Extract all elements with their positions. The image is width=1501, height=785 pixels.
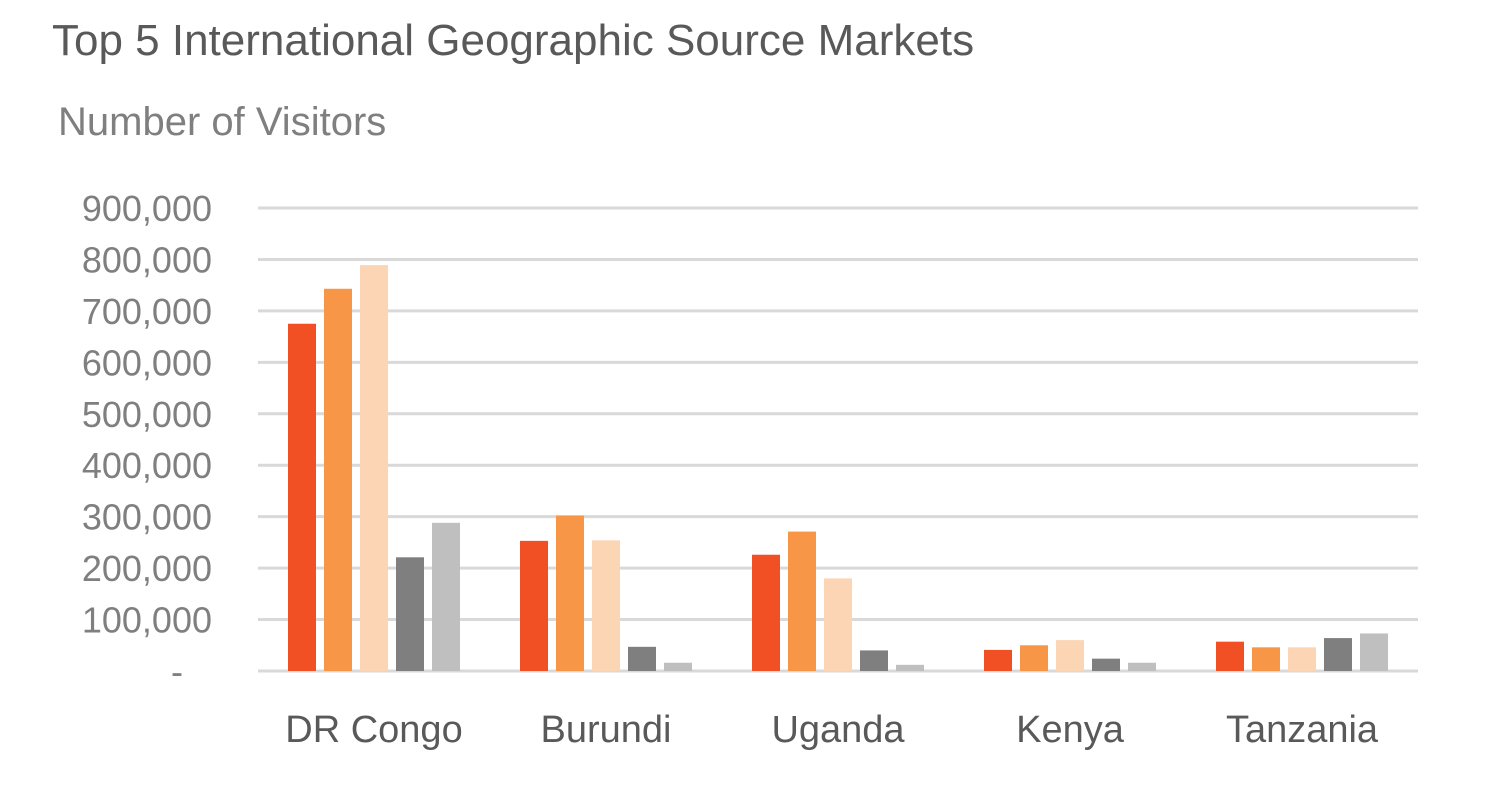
bar-tanzania-s4 — [1324, 638, 1352, 671]
bar-burundi-s4 — [628, 646, 656, 671]
bar-tanzania-s3 — [1288, 647, 1316, 671]
y-tick-label: 100,000 — [82, 600, 212, 641]
bar-kenya-s5 — [1128, 662, 1156, 671]
bar-dr-congo-s4 — [396, 557, 424, 671]
y-tick-label: 200,000 — [82, 548, 212, 589]
bar-burundi-s5 — [664, 662, 692, 671]
y-tick-label: 400,000 — [82, 445, 212, 486]
chart-title: Top 5 International Geographic Source Ma… — [52, 16, 975, 65]
bar-dr-congo-s5 — [432, 522, 460, 671]
bar-uganda-s1 — [752, 554, 780, 671]
y-axis: - 100,000 200,000 300,000 400,000 500,000 600,… — [82, 188, 212, 692]
y-tick-label: 800,000 — [82, 239, 212, 280]
x-tick-label: Kenya — [1016, 709, 1125, 751]
bars — [288, 265, 1388, 671]
chart-subtitle: Number of Visitors — [58, 100, 387, 144]
bar-dr-congo-s1 — [288, 323, 316, 671]
bar-burundi-s2 — [556, 515, 584, 671]
y-tick-label: - — [171, 651, 183, 692]
bar-uganda-s5 — [896, 664, 924, 671]
bar-tanzania-s5 — [1360, 633, 1388, 671]
y-tick-label: 300,000 — [82, 497, 212, 538]
gridlines — [258, 206, 1418, 673]
bar-tanzania-s2 — [1252, 647, 1280, 671]
x-tick-label: Burundi — [541, 709, 672, 751]
x-axis: DR Congo Burundi Uganda Kenya Tanzania — [285, 709, 1379, 751]
bar-uganda-s4 — [860, 650, 888, 671]
y-tick-label: 900,000 — [82, 188, 212, 229]
bar-dr-congo-s3 — [360, 265, 388, 671]
x-tick-label: Tanzania — [1226, 709, 1379, 751]
y-tick-label: 600,000 — [82, 342, 212, 383]
bar-uganda-s3 — [824, 578, 852, 671]
bar-kenya-s4 — [1092, 658, 1120, 671]
y-tick-label: 700,000 — [82, 291, 212, 332]
bar-kenya-s2 — [1020, 645, 1048, 671]
y-tick-label: 500,000 — [82, 394, 212, 435]
bar-dr-congo-s2 — [324, 288, 352, 671]
bar-burundi-s1 — [520, 540, 548, 671]
bar-uganda-s2 — [788, 531, 816, 671]
x-tick-label: Uganda — [771, 709, 905, 751]
bar-burundi-s3 — [592, 540, 620, 671]
bar-kenya-s3 — [1056, 640, 1084, 671]
bar-kenya-s1 — [984, 649, 1012, 671]
x-tick-label: DR Congo — [285, 709, 462, 751]
bar-tanzania-s1 — [1216, 641, 1244, 671]
